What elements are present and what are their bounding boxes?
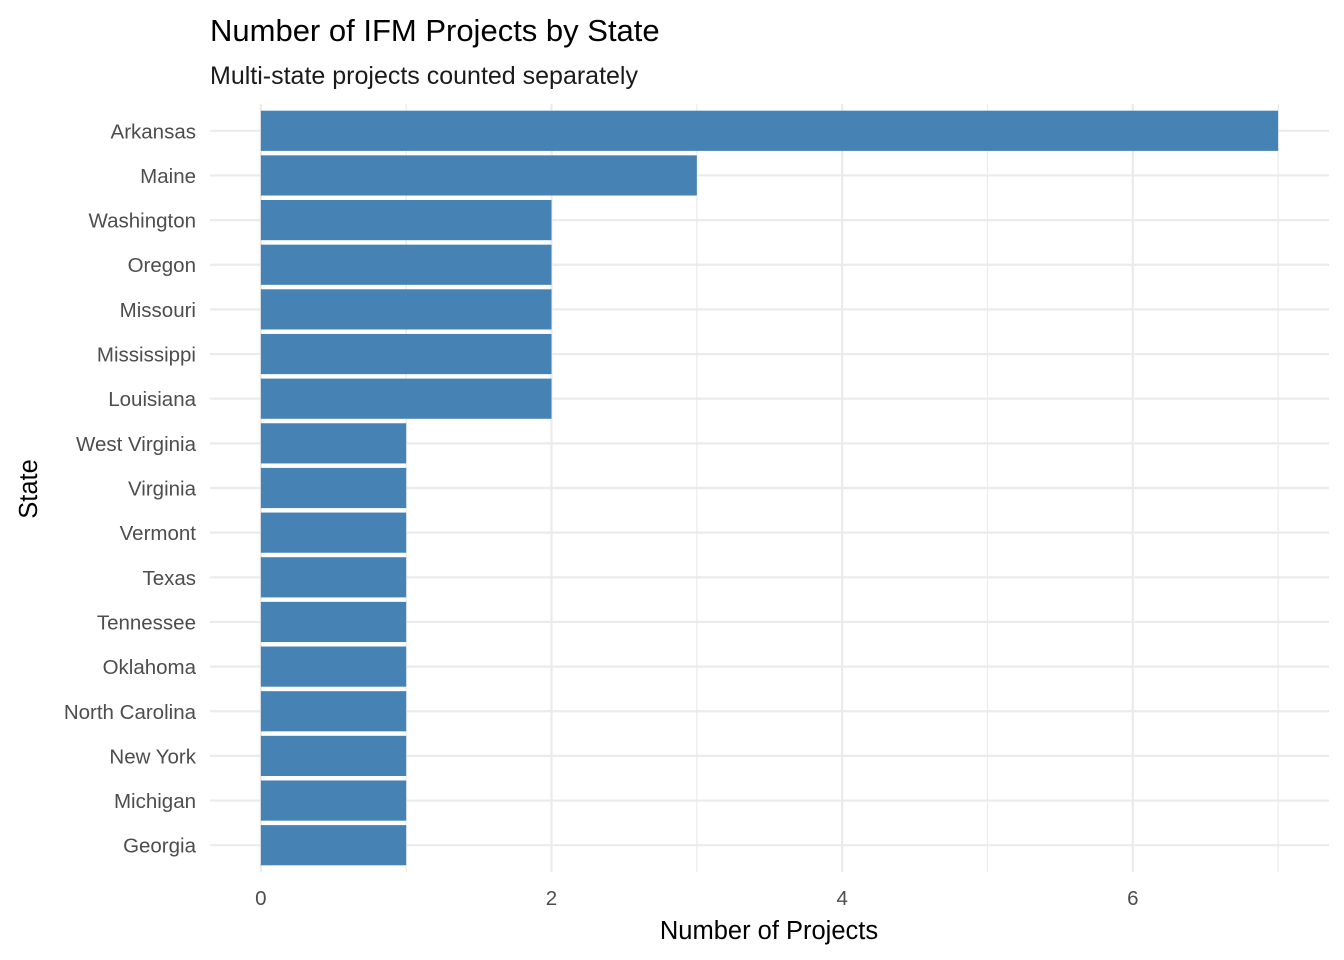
y-axis-title: State <box>15 459 43 519</box>
y-tick-label: Louisiana <box>108 388 196 411</box>
y-tick-label: Texas <box>142 567 196 590</box>
y-tick-label: Virginia <box>128 478 197 501</box>
bar-oklahoma <box>260 646 407 687</box>
bar-maine <box>260 155 697 196</box>
bar-michigan <box>260 780 407 821</box>
x-tick-label: 2 <box>546 887 557 910</box>
bar-west-virginia <box>260 423 407 464</box>
chart-subtitle: Multi-state projects counted separately <box>210 62 638 90</box>
y-tick-label: Washington <box>89 210 197 233</box>
chart-title: Number of IFM Projects by State <box>210 13 660 48</box>
bar-oregon <box>260 244 552 285</box>
y-tick-label: Maine <box>140 165 196 188</box>
x-tick-label: 4 <box>836 887 847 910</box>
y-tick-label: West Virginia <box>76 433 197 456</box>
x-tick-label: 6 <box>1127 887 1138 910</box>
bar-washington <box>260 200 552 241</box>
y-tick-label: North Carolina <box>64 701 197 724</box>
y-tick-label: Georgia <box>123 835 197 858</box>
y-tick-label: Oregon <box>128 254 196 277</box>
bar-north-carolina <box>260 691 407 732</box>
x-tick-labels: 0 2 4 6 <box>255 887 1138 910</box>
y-tick-label: New York <box>109 745 196 768</box>
y-tick-label: Oklahoma <box>103 656 197 679</box>
bar-mississippi <box>260 333 552 375</box>
bar-missouri <box>260 289 552 330</box>
x-tick-label: 0 <box>255 887 266 910</box>
bar-arkansas <box>260 110 1279 151</box>
bar-new-york <box>260 735 407 776</box>
y-tick-labels: Arkansas Maine Washington Oregon Missouri Mis… <box>64 120 197 857</box>
bar-vermont <box>260 512 407 553</box>
bar-louisiana <box>260 378 552 419</box>
y-tick-label: Missouri <box>120 299 196 322</box>
y-tick-label: Arkansas <box>111 120 196 143</box>
x-axis-title: Number of Projects <box>660 917 878 945</box>
y-tick-label: Michigan <box>114 790 196 813</box>
y-tick-label: Mississippi <box>97 344 196 367</box>
bar-virginia <box>260 467 407 509</box>
bar-tennessee <box>260 601 407 643</box>
y-tick-label: Tennessee <box>97 611 196 634</box>
bar-georgia <box>260 825 407 866</box>
bars <box>260 110 1279 866</box>
bar-texas <box>260 557 407 598</box>
y-tick-label: Vermont <box>120 522 197 545</box>
